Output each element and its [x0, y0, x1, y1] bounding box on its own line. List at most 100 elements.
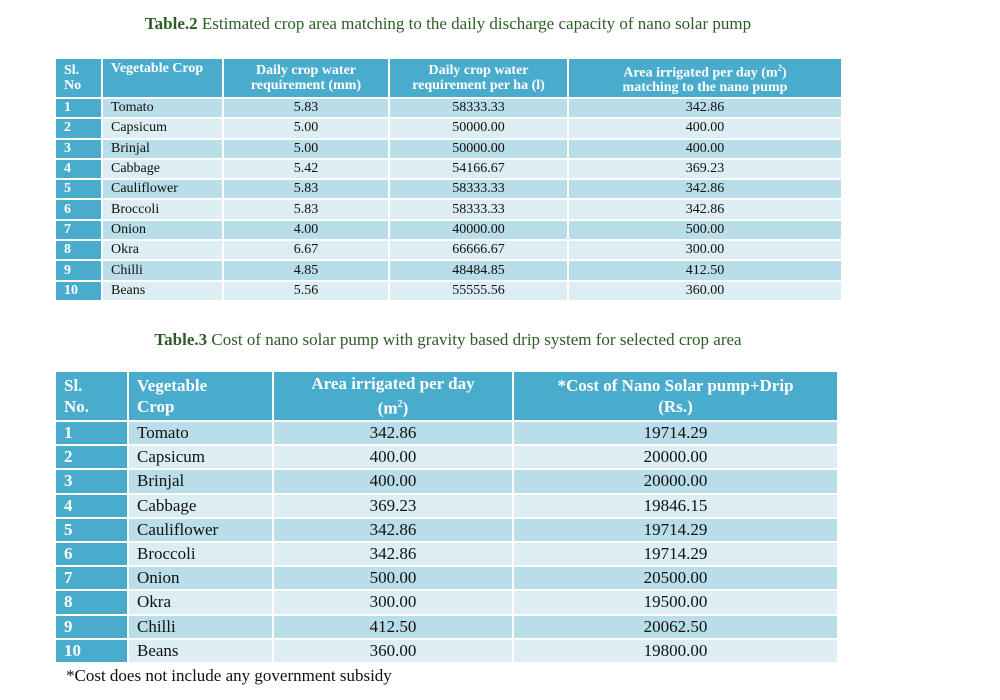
- crop-name-cell: Capsicum: [103, 117, 224, 138]
- sl-number-cell: 3: [56, 468, 129, 493]
- water-mm-cell: 5.42: [224, 157, 390, 179]
- area-cell: 342.86: [569, 97, 841, 118]
- sl-number-cell: 2: [56, 117, 103, 138]
- cost-cell: 20000.00: [514, 468, 837, 493]
- cost-cell: 19500.00: [514, 589, 837, 614]
- table-row: 7 Onion 4.00 40000.00 500.00: [56, 218, 841, 240]
- sl-number-cell: 1: [56, 97, 103, 118]
- table2-header-row: Sl. No Vegetable Crop Daily crop water req…: [56, 59, 841, 97]
- sl-number-cell: 4: [56, 492, 129, 517]
- area-cell: 360.00: [569, 279, 841, 300]
- water-mm-cell: 5.00: [224, 137, 390, 158]
- sl-number-cell: 8: [56, 589, 129, 614]
- area-cell: 342.86: [274, 420, 514, 445]
- table3-header-crop: Vegetable Crop: [129, 372, 274, 420]
- sl-number-cell: 2: [56, 444, 129, 469]
- area-cell: 369.23: [274, 492, 514, 517]
- area-cell: 300.00: [274, 589, 514, 614]
- table-row: 1 Tomato 5.83 58333.33 342.86: [56, 97, 841, 118]
- water-mm-cell: 5.83: [224, 178, 390, 199]
- water-ha-cell: 48484.85: [390, 259, 569, 280]
- sl-number-cell: 9: [56, 259, 103, 280]
- area-cell: 360.00: [274, 637, 514, 662]
- crop-name-cell: Tomato: [103, 97, 224, 118]
- crop-name-cell: Okra: [103, 239, 224, 260]
- crop-name-cell: Cauliflower: [103, 178, 224, 199]
- sl-number-cell: 6: [56, 540, 129, 566]
- table2-header-crop: Vegetable Crop: [103, 59, 224, 97]
- footnote: *Cost does not include any government su…: [66, 666, 392, 685]
- crop-name-cell: Okra: [129, 589, 274, 614]
- crop-name-cell: Capsicum: [129, 444, 274, 469]
- crop-name-cell: Chilli: [129, 613, 274, 638]
- table-row: 1 Tomato 342.86 19714.29: [56, 420, 837, 445]
- table3-header-area: Area irrigated per day (m2): [274, 372, 514, 420]
- table2-header-water-mm: Daily crop water requirement (mm): [224, 59, 390, 97]
- crop-name-cell: Beans: [129, 637, 274, 662]
- table3-caption-label: Table.3: [154, 330, 208, 349]
- area-cell: 342.86: [274, 516, 514, 541]
- cost-cell: 20500.00: [514, 565, 837, 590]
- water-ha-cell: 50000.00: [390, 117, 569, 138]
- table-row: 8 Okra 6.67 66666.67 300.00: [56, 239, 841, 260]
- table3-header-cost: *Cost of Nano Solar pump+Drip (Rs.): [514, 372, 837, 420]
- table-row: 5 Cauliflower 5.83 58333.33 342.86: [56, 178, 841, 199]
- table2-caption-label: Table.2: [144, 14, 198, 33]
- cost-cell: 19846.15: [514, 492, 837, 517]
- table-row: 6 Broccoli 5.83 58333.33 342.86: [56, 198, 841, 219]
- sl-number-cell: 10: [56, 279, 103, 300]
- sl-number-cell: 3: [56, 137, 103, 158]
- water-ha-cell: 54166.67: [390, 157, 569, 179]
- table-row: 9 Chilli 412.50 20062.50: [56, 613, 837, 638]
- water-mm-cell: 4.00: [224, 218, 390, 240]
- water-ha-cell: 55555.56: [390, 279, 569, 300]
- table-row: 3 Brinjal 5.00 50000.00 400.00: [56, 137, 841, 158]
- water-ha-cell: 66666.67: [390, 239, 569, 260]
- sl-number-cell: 9: [56, 613, 129, 638]
- area-cell: 412.50: [274, 613, 514, 638]
- cost-cell: 20062.50: [514, 613, 837, 638]
- crop-name-cell: Onion: [103, 218, 224, 240]
- table-row: 2 Capsicum 5.00 50000.00 400.00: [56, 117, 841, 138]
- area-cell: 400.00: [274, 444, 514, 469]
- cost-cell: 19714.29: [514, 420, 837, 445]
- sl-number-cell: 5: [56, 178, 103, 199]
- sl-number-cell: 4: [56, 157, 103, 179]
- water-ha-cell: 58333.33: [390, 198, 569, 219]
- table3-caption: Table.3 Cost of nano solar pump with gra…: [0, 330, 948, 350]
- cost-cell: 19714.29: [514, 516, 837, 541]
- crop-name-cell: Onion: [129, 565, 274, 590]
- water-mm-cell: 4.85: [224, 259, 390, 280]
- crop-name-cell: Cabbage: [129, 492, 274, 517]
- area-cell: 400.00: [569, 117, 841, 138]
- cost-cell: 19800.00: [514, 637, 837, 662]
- table3-header-sl: Sl. No.: [56, 372, 129, 420]
- area-cell: 500.00: [569, 218, 841, 240]
- area-cell: 400.00: [274, 468, 514, 493]
- water-ha-cell: 58333.33: [390, 178, 569, 199]
- table2-caption: Table.2 Estimated crop area matching to …: [0, 14, 948, 34]
- crop-name-cell: Cauliflower: [129, 516, 274, 541]
- cost-cell: 19714.29: [514, 540, 837, 566]
- sl-number-cell: 1: [56, 420, 129, 445]
- table3-body: 1 Tomato 342.86 19714.29 2 Capsicum 400.00 2000…: [56, 420, 837, 662]
- table3: Sl. No. Vegetable Crop Area irrigated per …: [56, 372, 837, 662]
- area-cell: 342.86: [569, 198, 841, 219]
- water-mm-cell: 5.56: [224, 279, 390, 300]
- table2-body: 1 Tomato 5.83 58333.33 342.86 2 Capsicum 5.00 50…: [56, 97, 841, 300]
- table3-header-row: Sl. No. Vegetable Crop Area irrigated per …: [56, 372, 837, 420]
- crop-name-cell: Cabbage: [103, 157, 224, 179]
- sl-number-cell: 8: [56, 239, 103, 260]
- area-cell: 400.00: [569, 137, 841, 158]
- area-cell: 412.50: [569, 259, 841, 280]
- table-row: 2 Capsicum 400.00 20000.00: [56, 444, 837, 469]
- table-row: 8 Okra 300.00 19500.00: [56, 589, 837, 614]
- table3-caption-text: Cost of nano solar pump with gravity bas…: [207, 330, 742, 349]
- table-row: 7 Onion 500.00 20500.00: [56, 565, 837, 590]
- table-row: 6 Broccoli 342.86 19714.29: [56, 540, 837, 566]
- sl-number-cell: 5: [56, 516, 129, 541]
- water-mm-cell: 5.83: [224, 198, 390, 219]
- table2-caption-text: Estimated crop area matching to the dail…: [197, 14, 752, 33]
- water-ha-cell: 40000.00: [390, 218, 569, 240]
- water-mm-cell: 5.00: [224, 117, 390, 138]
